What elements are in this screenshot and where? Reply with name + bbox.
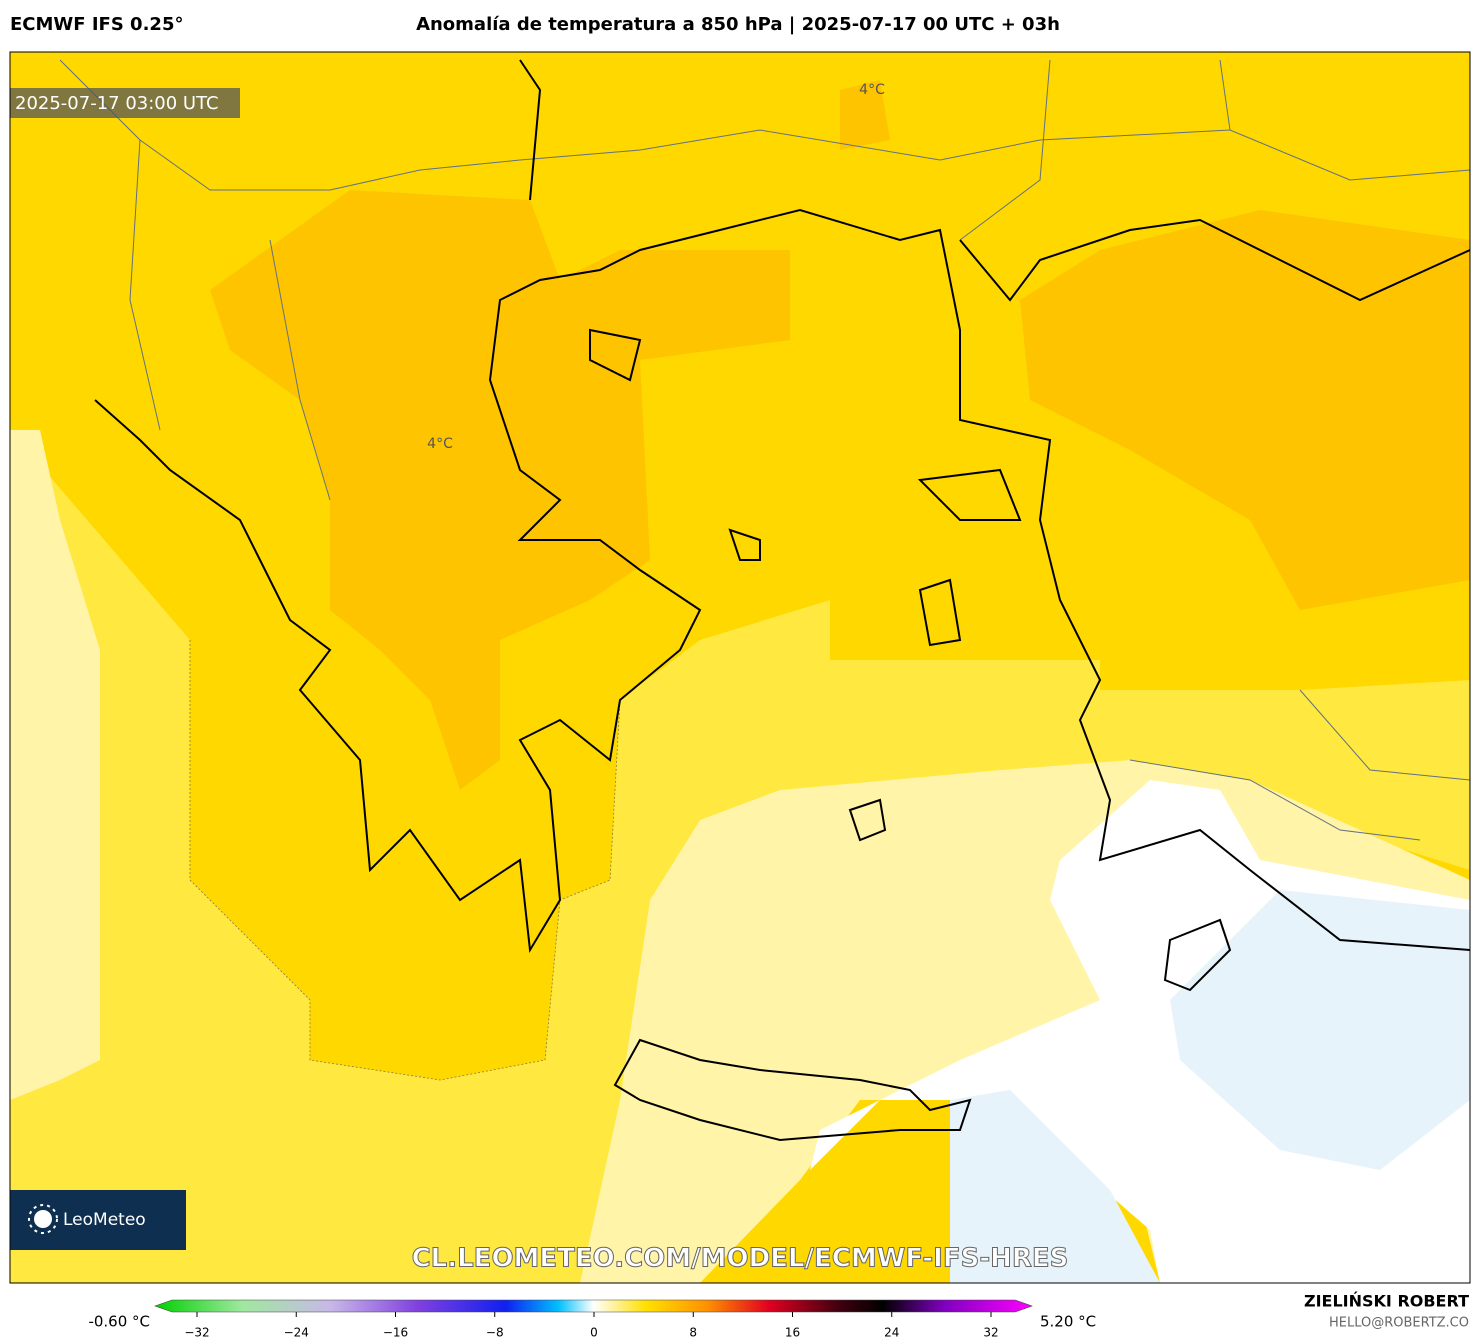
colorbar-max: 5.20 °C — [1040, 1313, 1096, 1331]
map-frame — [9, 51, 1471, 1284]
rhodes — [1163, 918, 1232, 992]
field-warm — [1020, 210, 1470, 610]
colorbar-tick-label: 32 — [983, 1326, 998, 1340]
field-pale — [10, 430, 100, 1100]
field-warm — [840, 80, 890, 150]
colorbar-tick-label: 16 — [785, 1326, 800, 1340]
field-cool — [950, 1090, 1160, 1283]
island — [589, 328, 1022, 842]
logo-text: LeoMeteo — [63, 1210, 146, 1230]
map: 4°C 4°C 2025-07-17 03:00 UTC LeoMeteo CL… — [10, 52, 1470, 1283]
crete — [613, 1038, 972, 1142]
colorbar-tick-label: 0 — [590, 1326, 598, 1340]
border — [59, 59, 1470, 841]
isoline — [189, 640, 621, 1081]
coastline — [519, 59, 1470, 302]
colorbar-tick-label: 8 — [689, 1326, 697, 1340]
colorbar-tick-label: −32 — [184, 1326, 209, 1340]
email: HELLO@ROBERTZ.CO — [1329, 1316, 1469, 1331]
valid-time: 2025-07-17 03:00 UTC — [15, 93, 219, 114]
coastline — [94, 208, 1470, 954]
contour-label: 4°C — [427, 436, 453, 452]
logo-sun — [34, 1210, 52, 1228]
map-title: Anomalía de temperatura a 850 hPa | 2025… — [416, 14, 1060, 35]
model-name: ECMWF IFS 0.25° — [10, 14, 183, 35]
author: ZIELIŃSKI ROBERT — [1304, 1292, 1469, 1311]
colorbar-tick-label: −8 — [486, 1326, 504, 1340]
field-cool — [1170, 890, 1470, 1170]
logo-rays — [28, 1204, 58, 1234]
contour-label: 4°C — [859, 82, 885, 98]
time-box — [10, 88, 240, 118]
colorbar-tick-label: −16 — [383, 1326, 408, 1340]
colorbar — [154, 1299, 1033, 1313]
colorbar-min: -0.60 °C — [88, 1313, 150, 1331]
field-warm — [210, 190, 790, 790]
colorbar-tick-label: 24 — [884, 1326, 899, 1340]
colorbar-tick-label: −24 — [284, 1326, 309, 1340]
source-url: CL.LEOMETEO.COM/MODEL/ECMWF-IFS-HRES — [412, 1244, 1069, 1274]
